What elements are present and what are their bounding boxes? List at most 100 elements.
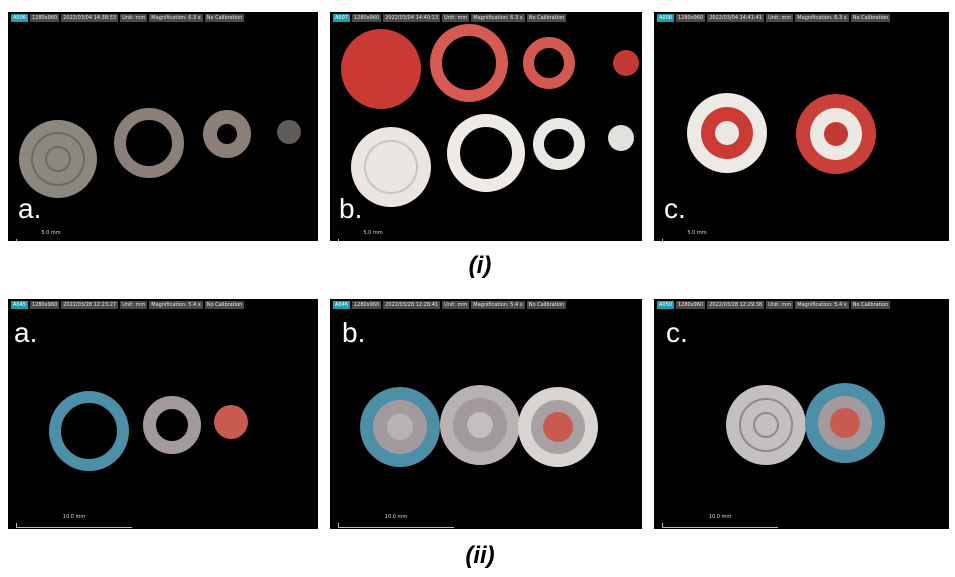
white-red-target-center: [715, 121, 739, 145]
red-dot: [214, 405, 248, 439]
panel-label: b.: [339, 193, 363, 224]
scale-bar-tick: [16, 523, 17, 528]
scale-bar: 5.0 mm: [16, 230, 86, 241]
image-datetime: 2022/03/04 14:40:13: [383, 14, 441, 22]
red-dot: [613, 50, 639, 76]
panel-label: c.: [664, 193, 686, 224]
grey-target-center: [753, 412, 779, 438]
grey-ring-medium: [114, 108, 184, 178]
micrograph-panel: A006 1280x960 2022/03/04 14:38:53 Unit: …: [8, 12, 318, 241]
image-datetime: 2022/03/28 12:28:41: [383, 301, 441, 309]
image-datetime: 2022/03/04 14:41:41: [707, 14, 765, 22]
image-resolution: 1280x960: [29, 14, 60, 22]
image-id: A045: [11, 301, 28, 309]
mauve-target-center: [467, 412, 493, 438]
image-calibration: No Calibration: [526, 14, 567, 22]
white-ring-large: [447, 114, 525, 192]
scale-bar-label: 5.0 mm: [363, 230, 383, 236]
image-resolution: 1280x960: [675, 14, 706, 22]
row-caption: (ii): [465, 542, 495, 569]
scale-bar-tick: [338, 239, 339, 241]
micrograph-panel: A050 1280x960 2022/03/28 12:29:38 Unit: …: [654, 299, 949, 529]
grey-disc-center: [45, 146, 71, 172]
red-ring-medium: [523, 37, 575, 89]
panel-label: c.: [666, 317, 688, 348]
image-info-bar: A046 1280x960 2022/03/28 12:28:41 Unit: …: [333, 301, 567, 309]
image-id: A006: [11, 14, 28, 22]
image-calibration: No Calibration: [850, 301, 891, 309]
image-info-bar: A008 1280x960 2022/03/04 14:41:41 Unit: …: [657, 14, 891, 22]
scale-bar: 5.0 mm: [662, 230, 732, 241]
image-unit: Unit: mm: [766, 301, 794, 309]
image-datetime: 2022/03/04 14:38:53: [61, 14, 119, 22]
image-calibration: No Calibration: [526, 301, 567, 309]
grey-red-target-center: [543, 412, 573, 442]
scale-bar: 10.0 mm: [338, 514, 454, 528]
scale-bar-line: [338, 527, 454, 528]
image-resolution: 1280x960: [675, 301, 706, 309]
panel-label: a.: [14, 317, 38, 348]
scale-bar-label: 10.0 mm: [708, 514, 732, 520]
image-magnification: Magnification: 6.3 x: [471, 14, 525, 22]
image-resolution: 1280x960: [351, 301, 382, 309]
panel-label: b.: [342, 317, 366, 348]
scale-bar-label: 10.0 mm: [384, 514, 408, 520]
scale-bar-tick: [338, 523, 339, 528]
image-magnification: Magnification: 5.4 x: [795, 301, 849, 309]
blue-target-center: [387, 414, 413, 440]
image-unit: Unit: mm: [120, 14, 148, 22]
scale-bar: 10.0 mm: [662, 514, 778, 528]
row-caption: (i): [468, 252, 492, 279]
image-id: A008: [657, 14, 674, 22]
image-magnification: Magnification: 5.4 x: [149, 301, 203, 309]
scale-bar-label: 5.0 mm: [41, 230, 61, 236]
image-info-bar: A045 1280x960 2022/03/28 12:23:27 Unit: …: [11, 301, 245, 309]
white-dot: [608, 125, 634, 151]
image-datetime: 2022/03/28 12:23:27: [61, 301, 119, 309]
image-id: A046: [333, 301, 350, 309]
image-calibration: No Calibration: [204, 301, 245, 309]
scale-bar-tick: [662, 523, 663, 528]
image-calibration: No Calibration: [204, 14, 245, 22]
white-disc-inner-ring: [364, 140, 418, 194]
image-calibration: No Calibration: [850, 14, 891, 22]
image-unit: Unit: mm: [442, 301, 470, 309]
image-datetime: 2022/03/28 12:29:38: [707, 301, 765, 309]
grey-disc-inner-ring: [31, 132, 85, 186]
image-resolution: 1280x960: [29, 301, 60, 309]
grey-ring-small: [203, 110, 251, 158]
red-white-target-center: [824, 122, 848, 146]
image-info-bar: A006 1280x960 2022/03/04 14:38:53 Unit: …: [11, 14, 245, 22]
image-id: A007: [333, 14, 350, 22]
scale-bar: 10.0 mm: [16, 514, 132, 528]
scale-bar-line: [662, 527, 778, 528]
image-info-bar: A007 1280x960 2022/03/04 14:40:13 Unit: …: [333, 14, 567, 22]
grey-target-ring: [739, 398, 793, 452]
white-ring-medium: [533, 118, 585, 170]
panel-label: a.: [18, 193, 42, 224]
image-magnification: Magnification: 6.3 x: [795, 14, 849, 22]
scale-bar-tick: [16, 239, 17, 241]
image-unit: Unit: mm: [442, 14, 470, 22]
image-unit: Unit: mm: [120, 301, 148, 309]
scale-bar-line: [16, 527, 132, 528]
image-magnification: Magnification: 5.4 x: [471, 301, 525, 309]
micrograph-panel: A007 1280x960 2022/03/04 14:40:13 Unit: …: [330, 12, 642, 241]
grey-dot: [277, 120, 301, 144]
red-ring-large: [430, 24, 508, 102]
micrograph-panel: A046 1280x960 2022/03/28 12:28:41 Unit: …: [330, 299, 642, 529]
blue-red-target-center: [830, 408, 860, 438]
micrograph-panel: A045 1280x960 2022/03/28 12:23:27 Unit: …: [8, 299, 318, 529]
red-disc-large: [341, 29, 421, 109]
scale-bar-label: 10.0 mm: [62, 514, 86, 520]
blue-ring: [49, 391, 129, 471]
scale-bar: 5.0 mm: [338, 230, 408, 241]
image-info-bar: A050 1280x960 2022/03/28 12:29:38 Unit: …: [657, 301, 891, 309]
scale-bar-tick: [662, 239, 663, 241]
mauve-ring: [143, 396, 201, 454]
image-unit: Unit: mm: [766, 14, 794, 22]
image-resolution: 1280x960: [351, 14, 382, 22]
image-id: A050: [657, 301, 674, 309]
scale-bar-label: 5.0 mm: [687, 230, 707, 236]
image-magnification: Magnification: 6.3 x: [149, 14, 203, 22]
